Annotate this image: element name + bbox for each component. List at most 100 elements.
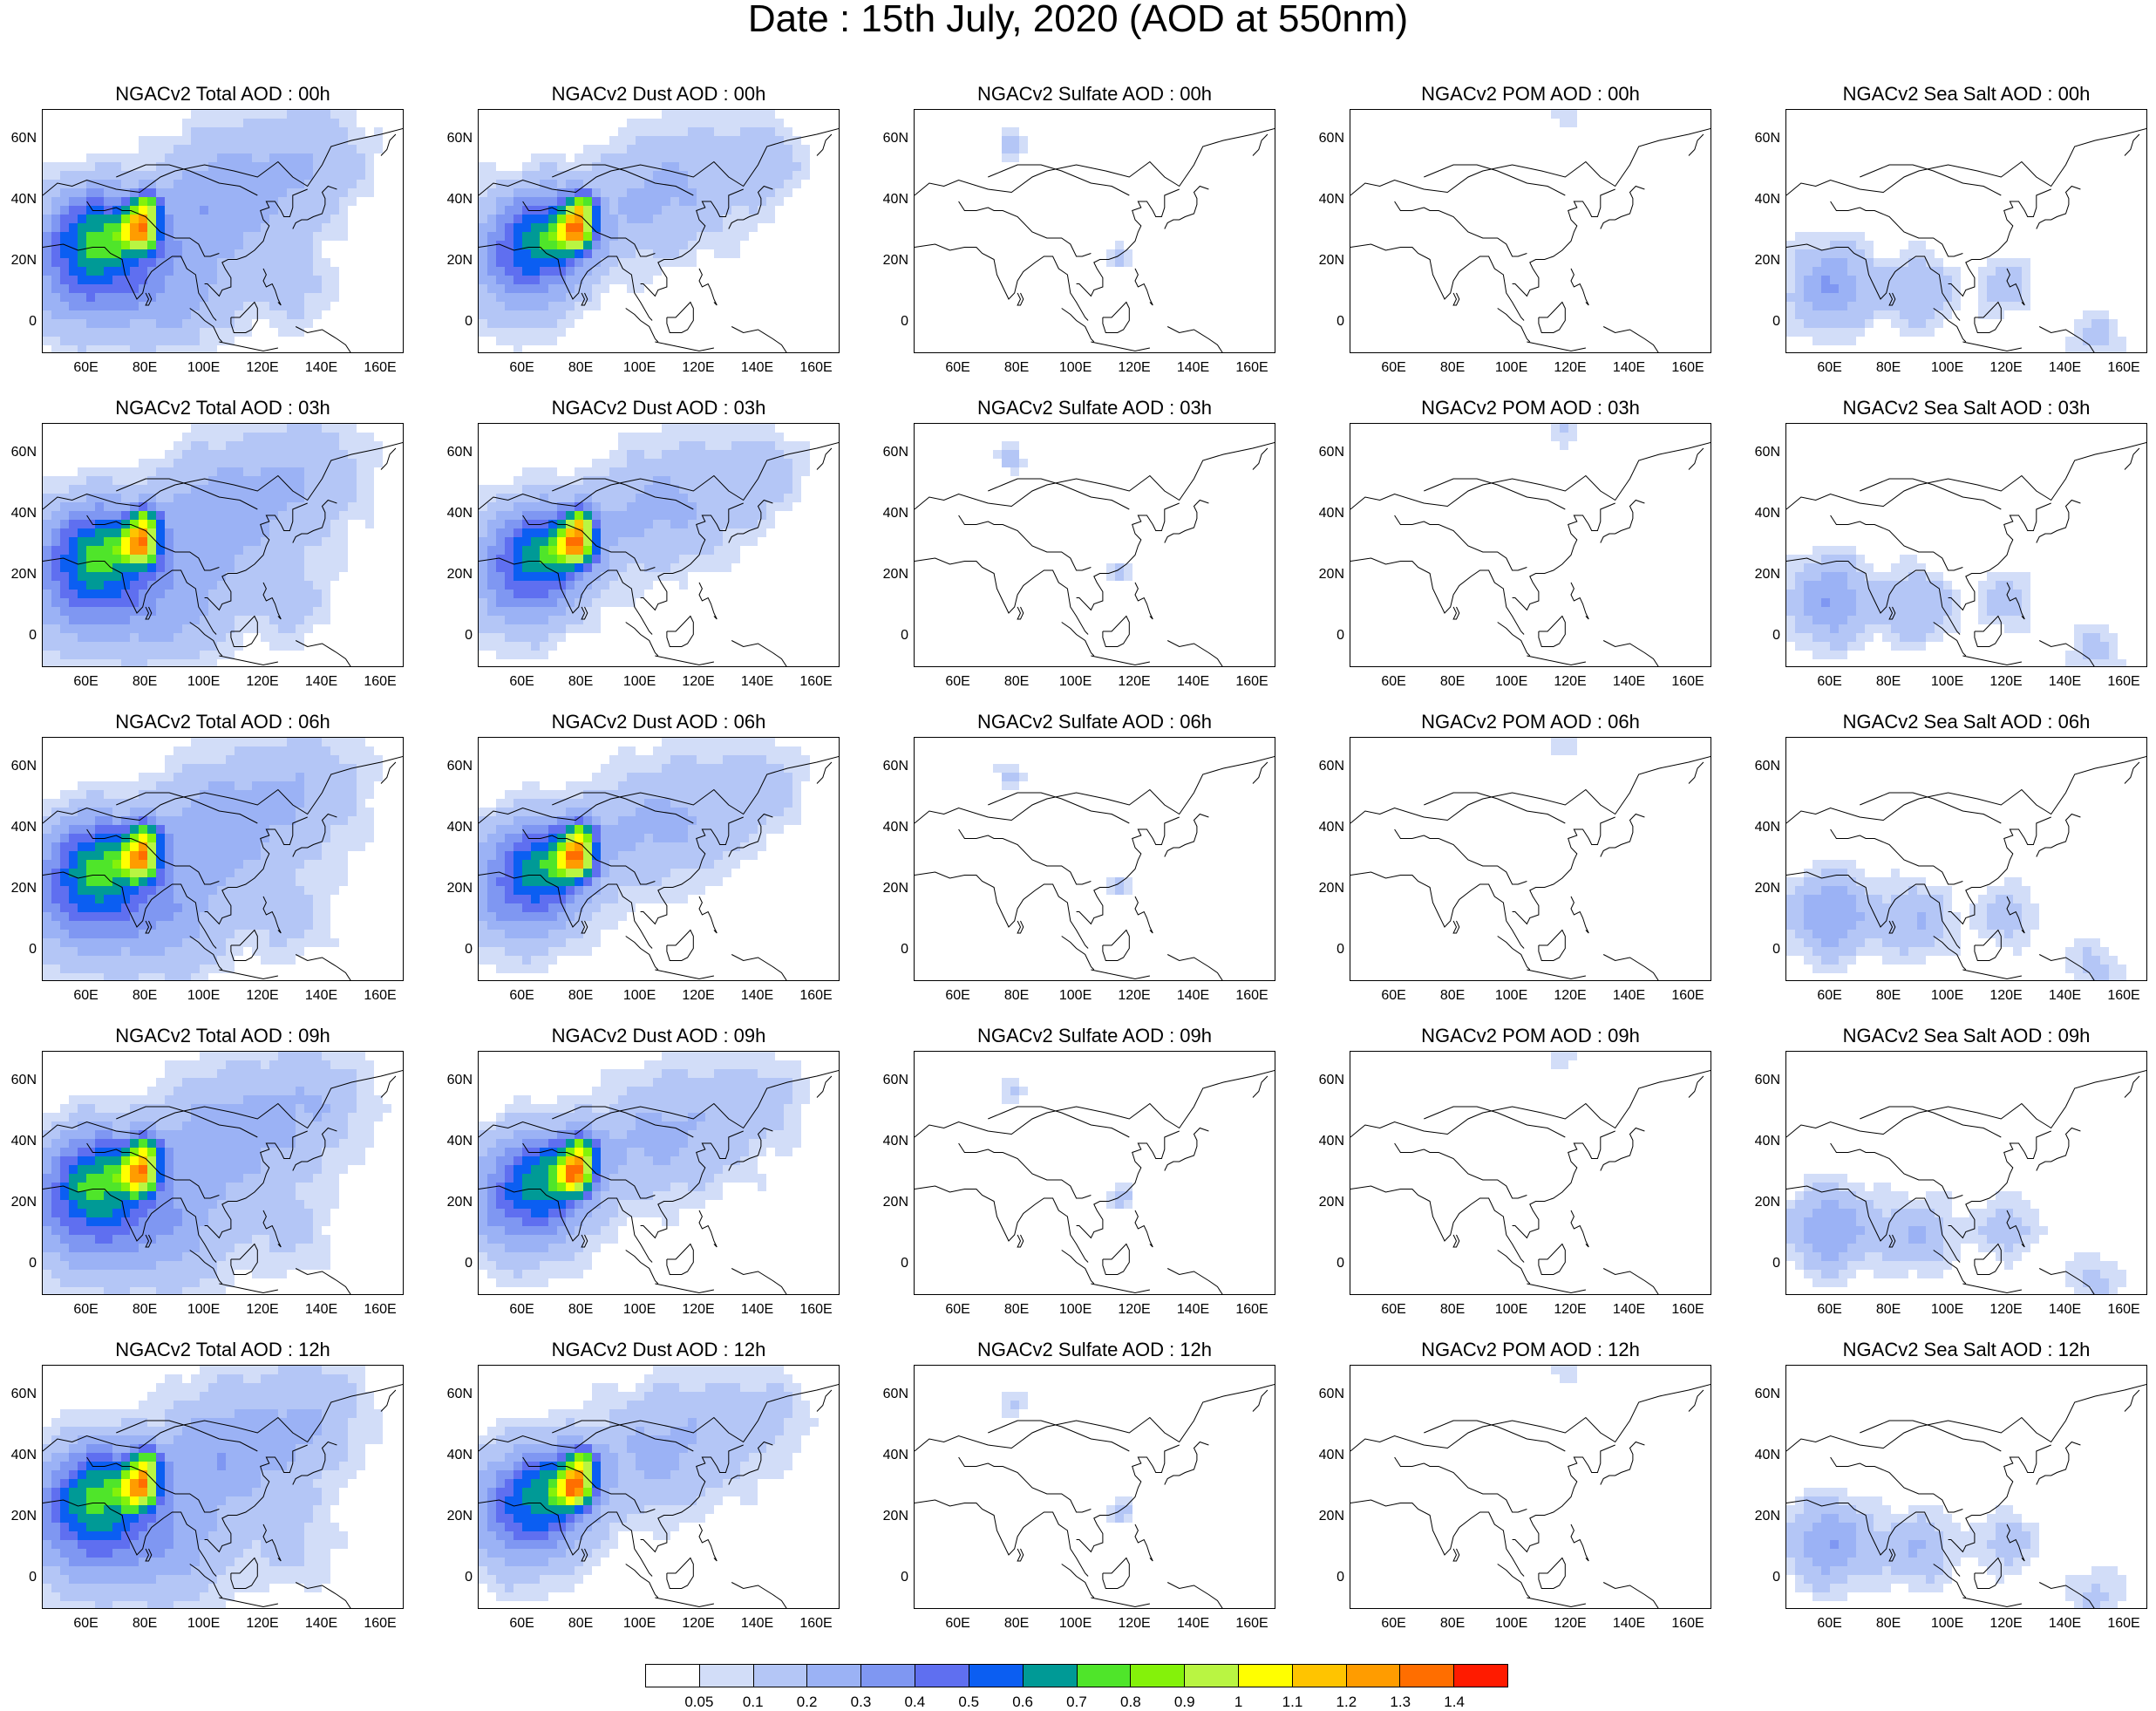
aod-cell (365, 746, 374, 755)
aod-cell (714, 136, 723, 145)
aod-cell (104, 616, 112, 624)
aod-cell (1874, 310, 1882, 319)
aod-cell (731, 110, 740, 119)
aod-cell (479, 276, 487, 284)
aod-cell (1839, 328, 1847, 337)
aod-cell (566, 555, 575, 563)
aod-cell (644, 127, 653, 136)
aod-cell (522, 790, 531, 799)
aod-cell (60, 860, 69, 869)
aod-cell (130, 337, 139, 345)
aod-cell (165, 938, 173, 947)
aod-cell (243, 459, 252, 467)
aod-cell (191, 563, 200, 572)
aod-cell (583, 215, 592, 223)
aod-cell (43, 624, 51, 633)
aod-cell (670, 511, 679, 520)
aod-cell (601, 153, 609, 162)
aod-cell (592, 267, 601, 276)
aod-cell (191, 110, 200, 119)
aod-cell (479, 511, 487, 520)
aod-cell (191, 328, 200, 337)
aod-cell (1900, 302, 1908, 310)
aod-cell (78, 781, 86, 790)
lon-tick-label: 60E (500, 674, 544, 690)
aod-cell (252, 773, 261, 781)
aod-cell (278, 624, 287, 633)
aod-cell (357, 153, 365, 162)
aod-cell (261, 450, 269, 459)
aod-cell (191, 319, 200, 328)
aod-cell (60, 938, 69, 947)
aod-cell (86, 249, 95, 258)
aod-cell (479, 249, 487, 258)
aod-cell (51, 651, 60, 659)
aod-cell (583, 197, 592, 206)
aod-cell (531, 476, 540, 485)
aod-cell (1795, 642, 1804, 651)
aod-cell (644, 188, 653, 197)
aod-cell (583, 476, 592, 485)
aod-cell (487, 284, 496, 293)
aod-cell (287, 903, 296, 912)
aod-cell (278, 258, 287, 267)
aod-cell (182, 598, 191, 607)
aod-cell (278, 127, 287, 136)
aod-cell (69, 921, 78, 930)
aod-cell (540, 651, 548, 659)
aod-cell (269, 572, 278, 581)
aod-cell (1856, 258, 1865, 267)
aod-cell (1996, 310, 2004, 319)
aod-cell (784, 441, 792, 450)
aod-cell (112, 180, 121, 188)
aod-cell (339, 162, 348, 171)
aod-cell (78, 877, 86, 886)
aod-cell (261, 572, 269, 581)
aod-cell (104, 337, 112, 345)
aod-cell (505, 607, 513, 616)
aod-cell (235, 319, 243, 328)
aod-cell (78, 197, 86, 206)
coastline (731, 641, 787, 668)
aod-cell (801, 467, 810, 476)
aod-cell (627, 773, 636, 781)
aod-cell (723, 145, 731, 153)
aod-cell (269, 790, 278, 799)
aod-cell (758, 119, 766, 127)
aod-cell (130, 624, 139, 633)
aod-cell (697, 467, 705, 476)
aod-cell (121, 267, 130, 276)
aod-cell (304, 197, 313, 206)
lon-tick-label: 60E (1372, 360, 1416, 376)
aod-cell (1926, 633, 1935, 642)
aod-cell (139, 511, 147, 520)
aod-cell (243, 258, 252, 267)
map-canvas (43, 110, 404, 353)
aod-cell (313, 581, 322, 590)
aod-cell (121, 537, 130, 546)
aod-cell (278, 441, 287, 450)
aod-cell (1865, 563, 1874, 572)
aod-cell (182, 590, 191, 598)
aod-cell (235, 842, 243, 851)
panel-title: NGACv2 Sulfate AOD : 00h (914, 83, 1275, 106)
aod-cell (278, 319, 287, 328)
aod-cell (261, 808, 269, 816)
aod-cell (269, 956, 278, 965)
coastline (1539, 617, 1565, 647)
aod-cell (357, 127, 365, 136)
aod-cell (627, 206, 636, 215)
aod-cell (182, 546, 191, 555)
aod-cell (112, 624, 121, 633)
aod-cell (182, 956, 191, 965)
aod-cell (269, 249, 278, 258)
aod-cell (705, 223, 714, 232)
aod-cell (479, 171, 487, 180)
aod-cell (51, 485, 60, 494)
aod-cell (287, 842, 296, 851)
aod-cell (2004, 258, 2013, 267)
aod-cell (1786, 616, 1795, 624)
aod-cell (740, 764, 749, 773)
aod-cell (1987, 284, 1996, 293)
aod-cell (78, 581, 86, 590)
